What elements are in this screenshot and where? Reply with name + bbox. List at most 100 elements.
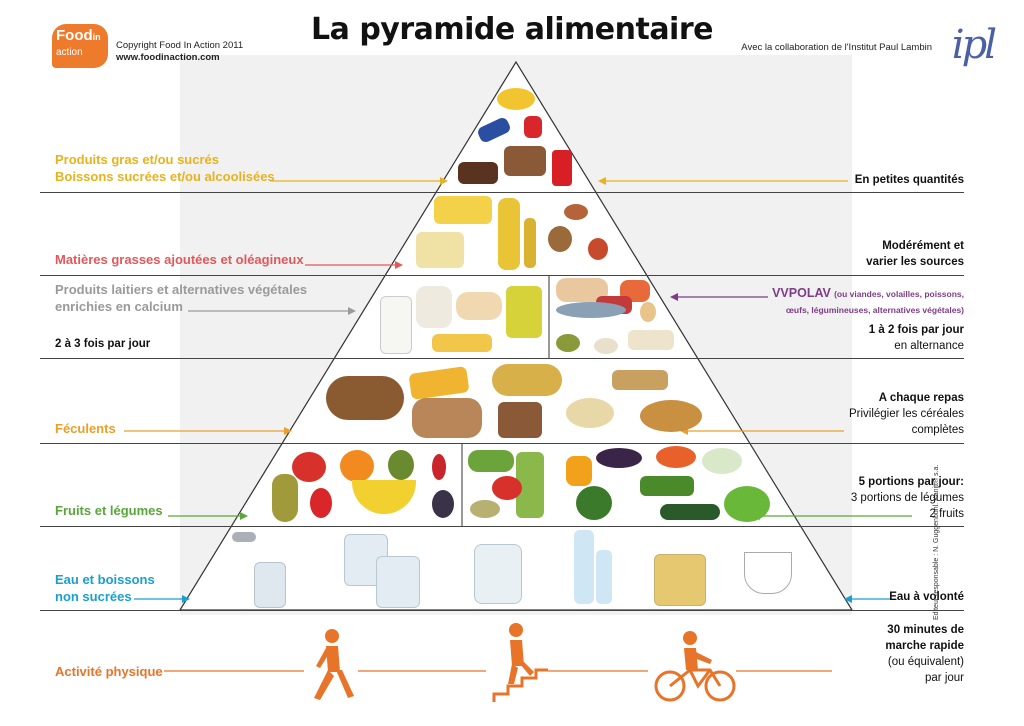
separator-3 — [40, 358, 964, 359]
tea-glass-image — [654, 554, 706, 606]
sweets-label: Produits gras et/ou sucrés Boissons sucr… — [55, 152, 275, 184]
stairs-climber-icon — [492, 623, 548, 702]
rice-bowl-image — [566, 398, 614, 428]
green-beans-image — [640, 476, 694, 496]
broccoli-image — [576, 486, 612, 520]
lettuce-image — [724, 486, 770, 522]
kiwi-image — [388, 450, 414, 480]
starch-advice: A chaque repas Privilégier les céréales … — [848, 392, 964, 436]
fats-advice: Modérément et varier les sources — [866, 240, 964, 268]
website-link[interactable]: www.foodinaction.com — [116, 52, 220, 63]
chips-image — [497, 88, 535, 110]
almonds-image — [564, 204, 588, 220]
cucumber-slices-image — [468, 450, 514, 472]
activity-line-4 — [736, 670, 832, 672]
hazelnut-image — [588, 238, 608, 260]
separator-5 — [40, 526, 964, 527]
dairy-label: Produits laitiers et alternatives végéta… — [55, 282, 308, 314]
copyright-block: Copyright Food In Action 2011 www.foodin… — [116, 40, 243, 64]
lentils-image — [556, 334, 580, 352]
fruitveg-arrow-left — [168, 512, 248, 520]
eggplant-image — [596, 448, 642, 468]
separator-4 — [40, 443, 964, 444]
water-label: Eau et boissons non sucrées — [55, 572, 155, 604]
carrot-salad-image — [656, 446, 696, 468]
water-jug-image — [474, 544, 522, 604]
separator-1 — [40, 192, 964, 193]
chocolate-image — [458, 162, 498, 184]
tap-image — [232, 532, 256, 542]
cheese-wedge-image — [432, 334, 492, 352]
tap-glass-image — [254, 562, 286, 608]
fish-image — [556, 302, 626, 318]
yogurt-image — [416, 286, 452, 328]
cherries-image — [432, 454, 446, 480]
soup-bowl-image — [702, 448, 742, 474]
food-in-action-logo: Foodin action — [52, 24, 108, 68]
zucchini-image — [660, 504, 720, 520]
fruitveg-label: Fruits et légumes — [55, 503, 163, 518]
fats-arrow-left — [305, 261, 403, 269]
margarine-image — [416, 232, 464, 268]
activity-line-3 — [548, 670, 648, 672]
protein-arrow-right — [670, 293, 768, 301]
butter-image — [434, 196, 492, 224]
fats-label: Matières grasses ajoutées et oléagineux — [55, 252, 304, 267]
gummy-image — [524, 116, 542, 138]
milk-carton-image — [506, 286, 542, 338]
strawberry-image — [310, 488, 332, 518]
collaboration-text: Avec la collaboration de l'Institut Paul… — [741, 42, 932, 53]
bread-loaf-image — [326, 376, 404, 420]
small-oil-bottle-image — [524, 218, 536, 268]
protein-frequency: 1 à 2 fois par jour en alternance — [868, 324, 964, 352]
cereal-bowl-image — [640, 400, 702, 432]
oil-bottle-image — [498, 198, 520, 270]
starch-arrow-left — [124, 427, 292, 435]
orange-image — [340, 450, 374, 482]
sweets-arrow-right — [598, 177, 848, 185]
egg-image — [640, 302, 656, 322]
plum-image — [432, 490, 454, 518]
sliced-bread-image — [412, 398, 482, 438]
ipl-logo: ipl — [951, 22, 997, 68]
walker-icon — [314, 629, 354, 700]
water-bottle-2-image — [596, 550, 612, 604]
tofu-image — [628, 330, 674, 350]
protein-label: VVPOLAV (ou viandes, volailles, poissons… — [772, 286, 964, 315]
cake-image — [504, 146, 546, 176]
activity-label: Activité physique — [55, 664, 163, 679]
pepper-image — [566, 456, 592, 486]
page-title: La pyramide alimentaire — [311, 12, 713, 47]
walnut-image — [548, 226, 572, 252]
publisher-credit: Editeur responsable : N. Guggenbühl. Kan… — [932, 464, 940, 620]
crackers-image — [498, 402, 542, 438]
separator-6 — [40, 610, 964, 611]
cyclist-icon — [654, 631, 736, 702]
soda-can-image — [552, 150, 572, 186]
water-arrows — [134, 595, 890, 603]
grains-image — [612, 370, 668, 390]
beans-image — [594, 338, 618, 354]
mushrooms-image — [470, 500, 500, 518]
tomato-image — [492, 476, 522, 500]
starch-arrow-right — [680, 427, 844, 435]
fruitveg-advice: 5 portions par jour: 3 portions de légum… — [850, 476, 964, 520]
dairy-frequency: 2 à 3 fois par jour — [55, 338, 151, 350]
copyright-text: Copyright Food In Action 2011 — [116, 40, 244, 51]
water-glass-2-image — [376, 556, 420, 608]
cheese-image — [456, 292, 502, 320]
dairy-arrow-left — [188, 307, 356, 315]
starch-label: Féculents — [55, 421, 116, 436]
coffee-cup-image — [744, 552, 792, 594]
sweets-arrow-left — [270, 177, 448, 185]
water-bottle-1-image — [574, 530, 594, 604]
apple-image — [292, 452, 326, 482]
activity-line-2 — [358, 670, 486, 672]
sweets-advice: En petites quantités — [854, 174, 964, 186]
separator-2 — [40, 275, 964, 276]
potatoes-image — [492, 364, 562, 396]
pear-image — [272, 474, 298, 522]
water-advice: Eau à volonté — [889, 591, 964, 603]
activity-line-1 — [164, 670, 304, 672]
activity-advice: 30 minutes de marche rapide (ou équivale… — [885, 624, 964, 684]
